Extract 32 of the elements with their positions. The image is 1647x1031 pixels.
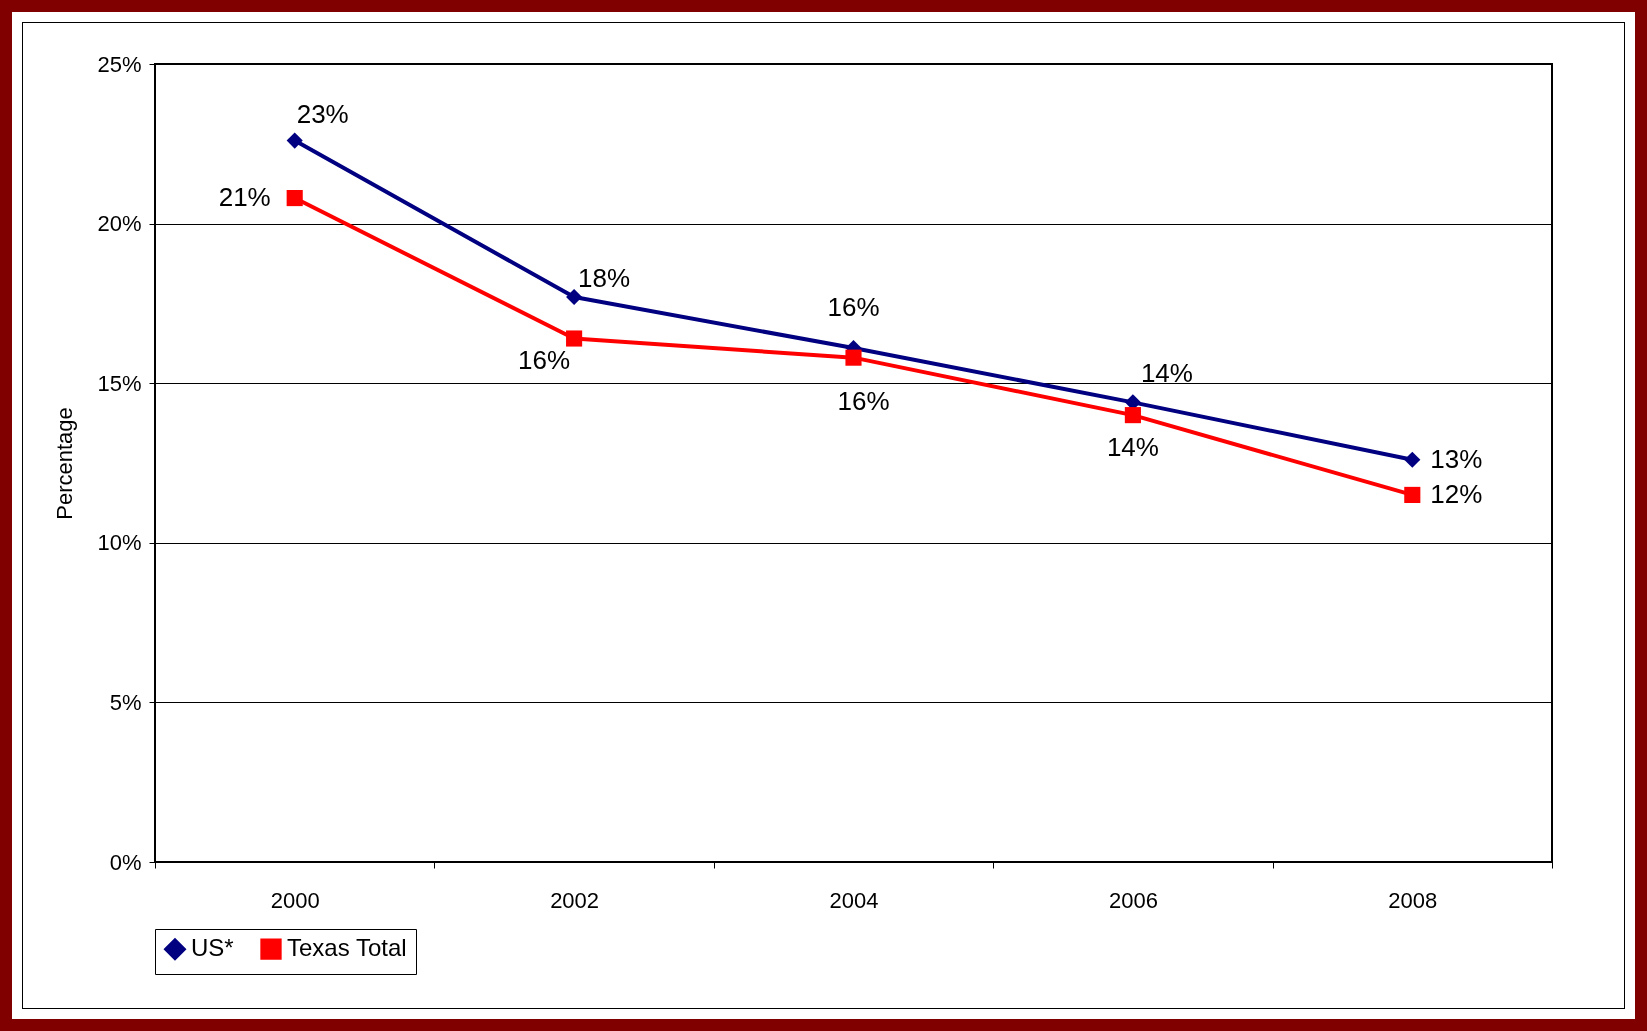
data-label: 16%	[837, 385, 890, 416]
x-tick-label: 2006	[1108, 887, 1158, 913]
legend-label: Texas Total	[287, 934, 407, 962]
y-tick-label: 15%	[97, 370, 142, 396]
y-tick-label: 5%	[109, 689, 142, 715]
data-label: 13%	[1430, 443, 1483, 474]
point	[286, 190, 303, 207]
y-axis-title: Percentage	[52, 407, 78, 520]
point	[566, 288, 583, 306]
data-label: 12%	[1430, 478, 1483, 509]
data-label: 14%	[1140, 358, 1193, 389]
x-tick-label: 2002	[550, 887, 600, 913]
x-tick-label: 2000	[270, 887, 320, 913]
data-label: 16%	[518, 344, 571, 375]
y-tick-label: 0%	[109, 849, 142, 875]
point	[566, 330, 583, 347]
data-label: 14%	[1106, 432, 1159, 463]
data-label: 18%	[578, 263, 631, 294]
point	[1404, 486, 1421, 503]
x-tick-label: 2008	[1388, 887, 1438, 913]
y-tick-label: 20%	[97, 211, 142, 237]
y-tick-label: 10%	[97, 530, 142, 556]
data-label: 23%	[296, 98, 349, 129]
point	[1404, 451, 1421, 468]
x-tick-label: 2004	[829, 887, 879, 913]
data-label: 21%	[218, 182, 271, 213]
legend-label: US*	[191, 934, 234, 962]
data-label: 16%	[827, 292, 880, 323]
point	[845, 349, 862, 366]
point	[286, 132, 303, 149]
y-tick-label: 25%	[97, 51, 142, 77]
point	[1124, 407, 1141, 424]
